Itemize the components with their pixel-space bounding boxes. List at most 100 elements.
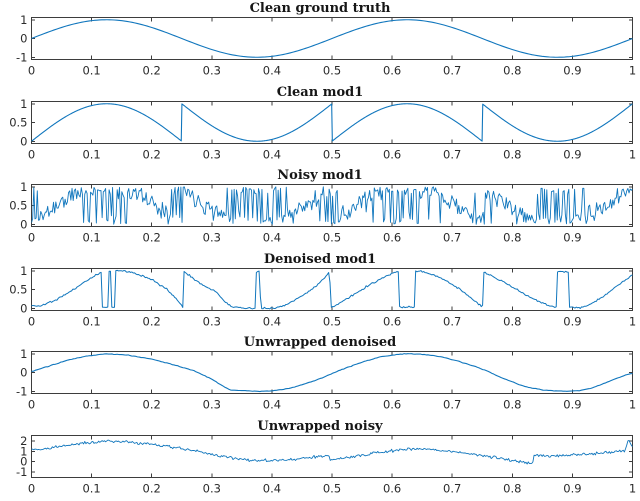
x-tick-label: 0.4 — [263, 314, 281, 328]
x-tick-label: 0 — [28, 64, 35, 78]
x-tick-label: 0.9 — [563, 231, 581, 245]
y-tick-label: 2 — [20, 434, 27, 448]
x-tick-label: 0.6 — [383, 64, 401, 78]
x-tick-label: 0.2 — [143, 64, 161, 78]
y-tick-label: -1 — [16, 50, 27, 64]
axes-box — [31, 267, 633, 311]
x-tick-label: 0.7 — [443, 481, 461, 495]
x-tick-label: 1 — [629, 64, 636, 78]
x-tick-label: 0.3 — [203, 64, 221, 78]
y-tick-label: 1 — [20, 96, 27, 110]
x-tick-label: 0.2 — [143, 398, 161, 412]
x-tick-label: 0.5 — [323, 147, 341, 161]
x-tick-label: 1 — [629, 314, 636, 328]
clean-signal-line — [31, 19, 633, 58]
x-tick-label: 0.9 — [563, 64, 581, 78]
x-tick-label: 0.5 — [323, 314, 341, 328]
x-tick-label: 0.8 — [503, 398, 521, 412]
x-tick-label: 0.6 — [383, 314, 401, 328]
x-tick-label: 0.1 — [82, 314, 100, 328]
x-tick-label: 0.8 — [503, 231, 521, 245]
x-tick-label: 0.4 — [263, 481, 281, 495]
subplot-unwrapped-noisy: Unwrapped noisy 0 0.1 0.2 0.3 0.4 0.5 0.6 0.7 0.8… — [0, 418, 640, 501]
subplot-noisy-mod1: Noisy mod1 0 0.1 0.2 0.3 0.4 0.5 0.6 0.7 0.8 0.9 1 1… — [0, 167, 640, 251]
subplot-title: Unwrapped noisy — [257, 418, 383, 434]
x-tick-label: 0.6 — [383, 147, 401, 161]
x-tick-label: 0.2 — [143, 314, 161, 328]
subplot-title: Clean mod1 — [276, 84, 364, 100]
y-tick-label: 0 — [20, 32, 27, 46]
x-tick-label: 0.4 — [263, 231, 281, 245]
y-tick-label: 0.5 — [9, 199, 27, 213]
x-tick-label: 0.1 — [82, 147, 100, 161]
x-tick-label: 0.3 — [203, 147, 221, 161]
x-tick-label: 0.8 — [503, 481, 521, 495]
x-tick-label: 0.8 — [503, 64, 521, 78]
x-tick-label: 0.9 — [563, 314, 581, 328]
x-tick-label: 0 — [28, 314, 35, 328]
y-tick-label: 0 — [20, 217, 27, 231]
x-tick-label: 0.6 — [383, 398, 401, 412]
x-tick-label: 0.5 — [323, 64, 341, 78]
y-tick-label: 0 — [20, 134, 27, 148]
y-tick-label: 1 — [20, 444, 27, 458]
y-tick-label: 1 — [20, 347, 27, 361]
x-tick-label: 0.1 — [82, 398, 100, 412]
x-tick-label: 0.6 — [383, 231, 401, 245]
x-tick-label: 0.1 — [82, 231, 100, 245]
x-tick-label: 0 — [28, 231, 35, 245]
subplot-title: Clean ground truth — [249, 1, 391, 16]
x-tick-label: 0.8 — [503, 314, 521, 328]
unwrapped-denoised-signal-line — [31, 353, 633, 393]
x-tick-label: 0.3 — [203, 481, 221, 495]
y-tick-label: -1 — [16, 384, 27, 398]
x-tick-label: 0.9 — [563, 398, 581, 412]
subplot-title: Unwrapped denoised — [243, 335, 397, 350]
subplot-clean-mod1: Clean mod1 0 0.1 0.2 0.3 0.4 0.5 0.6 0.7 0.8 0.9 1 1… — [0, 84, 640, 168]
y-tick-label: 0.5 — [9, 115, 27, 129]
x-tick-label: 1 — [629, 147, 636, 161]
subplot-denoised-mod1: Denoised mod1 0 0.1 0.2 0.3 0.4 0.5 0.6 0.7 0.8 0.… — [0, 251, 640, 335]
plot-canvas: 0 0.1 0.2 0.3 0.4 0.5 0.6 0.7 0.8 0.9 1 1 0.5 0 — [9, 96, 636, 161]
x-tick-label: 0.4 — [263, 147, 281, 161]
subplot-unwrapped-denoised: Unwrapped denoised 0 0.1 0.2 0.3 0.4 0.5 0.6 0.7… — [0, 334, 640, 418]
unwrapped-noisy-signal-line — [31, 439, 633, 464]
x-tick-label: 0.7 — [443, 64, 461, 78]
x-tick-label: 0.4 — [263, 64, 281, 78]
x-tick-label: 0.8 — [503, 147, 521, 161]
x-tick-label: 0.9 — [563, 481, 581, 495]
x-tick-label: 0.3 — [203, 398, 221, 412]
x-tick-label: 0.3 — [203, 314, 221, 328]
x-tick-label: 0.2 — [143, 481, 161, 495]
x-tick-label: 0.7 — [443, 398, 461, 412]
y-tick-label: 0.5 — [9, 282, 27, 296]
x-tick-label: 1 — [629, 231, 636, 245]
y-tick-label: -1 — [16, 464, 27, 478]
x-tick-label: 0.4 — [263, 398, 281, 412]
y-tick-label: 0 — [20, 366, 27, 380]
x-tick-label: 0.7 — [443, 147, 461, 161]
plot-canvas: 0 0.1 0.2 0.3 0.4 0.5 0.6 0.7 0.8 0.9 1 1 0.5 0 — [9, 263, 636, 328]
y-tick-label: 1 — [20, 263, 27, 277]
x-tick-label: 0.2 — [143, 231, 161, 245]
plot-canvas: 0 0.1 0.2 0.3 0.4 0.5 0.6 0.7 0.8 0.9 1 1 0.5 0 — [9, 180, 636, 245]
y-tick-label: 0 — [20, 301, 27, 315]
x-tick-label: 0.7 — [443, 231, 461, 245]
subplot-clean-ground-truth: Clean ground truth 0 0.1 0.2 0.3 0.4 0.5 0.6 0.7… — [0, 0, 640, 84]
x-tick-label: 0 — [28, 398, 35, 412]
x-tick-label: 0.5 — [323, 481, 341, 495]
x-tick-label: 0.1 — [82, 481, 100, 495]
x-tick-label: 0.6 — [383, 481, 401, 495]
denoised-mod1-signal-line — [31, 269, 633, 309]
x-tick-label: 0.5 — [323, 231, 341, 245]
x-tick-label: 1 — [629, 398, 636, 412]
x-tick-label: 0.9 — [563, 147, 581, 161]
y-tick-label: 1 — [20, 13, 27, 27]
x-tick-label: 0 — [28, 147, 35, 161]
x-tick-label: 0.2 — [143, 147, 161, 161]
x-tick-label: 0.3 — [203, 231, 221, 245]
x-tick-label: 0.1 — [82, 64, 100, 78]
x-tick-label: 0.7 — [443, 314, 461, 328]
